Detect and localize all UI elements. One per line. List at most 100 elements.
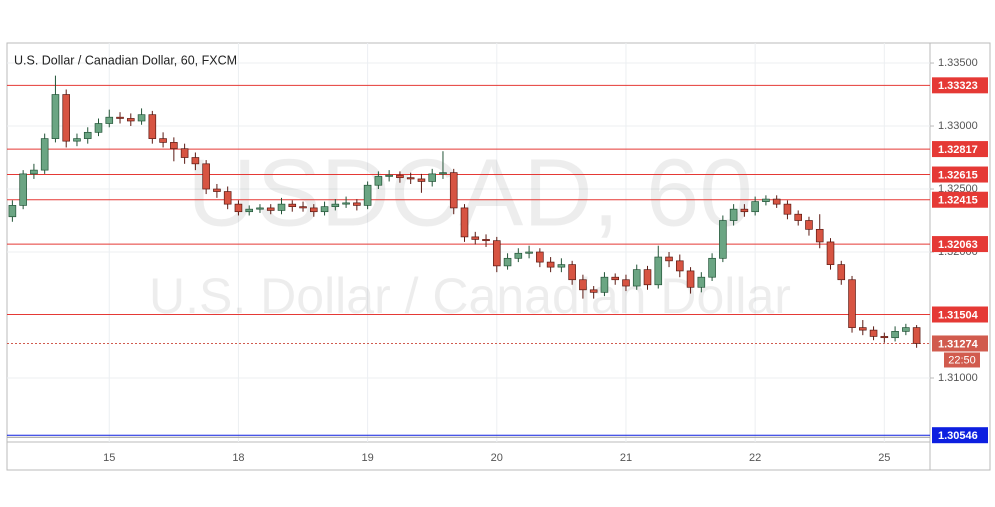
candle-body [557,264,566,268]
y-tick-label: 1.33500 [938,57,978,69]
candle-body [815,228,824,243]
candle-body [396,174,404,179]
candle-body [180,148,189,158]
candle-body [266,207,275,211]
candle-body [514,252,523,259]
candle-body [374,176,383,186]
watermark: USDCAD, 60 [187,139,753,246]
x-tick-label: 21 [620,452,632,464]
candle-body [600,276,609,293]
level-label: 1.30546 [938,430,978,442]
candles [8,75,921,348]
level-label: 1.32615 [938,169,978,181]
candle-body [675,260,684,272]
candle-body [223,191,232,205]
candle-body [708,257,716,278]
candle-body [170,142,178,150]
candle-body [503,257,512,267]
level-label: 1.31504 [938,309,979,321]
candle-body [665,256,673,262]
candle-body [880,336,889,339]
x-tick-label: 25 [878,452,890,464]
candle-body [837,264,846,281]
candle-body [536,251,544,263]
candle-body [202,163,210,190]
chart-title: U.S. Dollar / Canadian Dollar, 60, FXCM [14,53,237,67]
y-tick-label: 1.33000 [938,120,978,132]
candle-body [492,240,501,267]
candle-body [428,173,437,182]
level-label-box [932,166,988,183]
y-tick-label: 1.31000 [938,372,978,384]
candle-body [406,177,415,180]
candle-body [73,138,81,142]
grid [7,43,930,442]
candle-body [159,138,167,143]
candle-body [288,203,297,208]
level-label: 1.33323 [938,80,978,92]
last-price-label: 1.31274 [938,338,979,350]
candle-body [320,206,329,213]
candle-body [589,289,598,293]
countdown-box [944,352,980,368]
candle-body [213,188,221,192]
candle-body [848,279,856,328]
candle-body [105,116,114,124]
level-label-box [932,77,988,94]
level-label: 1.32817 [938,144,978,156]
candle-body [858,327,867,331]
candle-body [191,157,200,165]
candle-body [148,114,157,139]
countdown: 22:50 [948,354,976,366]
candle-body [751,201,759,213]
candle-body [891,331,899,339]
candle-body [449,172,458,209]
candle-body [482,239,490,242]
x-tick-label: 22 [749,452,761,464]
candle-body [353,202,361,206]
candle-body [611,276,620,281]
candle-body [643,269,652,286]
candle-body [902,327,910,332]
candle-body [83,131,92,139]
level-label-box [932,236,988,253]
candle-body [417,178,426,182]
candle-body [471,236,480,240]
candle-body [525,251,533,254]
candle-body [805,220,813,230]
level-label-box [932,306,988,323]
levels [7,84,930,438]
candle-body [772,198,781,205]
candle-body [30,169,38,175]
candle-body [385,174,393,177]
candle-body [729,208,738,221]
labels: 1.335001.330001.325001.320001.3100015181… [103,57,988,464]
level-label-box [932,427,988,444]
candle-body [19,173,27,206]
x-tick-label: 15 [103,452,115,464]
candle-body [697,276,706,288]
watermark-subtitle: U.S. Dollar / Canadian Dollar [149,268,791,324]
level-label-box [932,141,988,158]
candle-body [40,138,49,171]
candle-body [654,256,663,286]
level-label-box [932,191,988,208]
x-tick-label: 18 [232,452,244,464]
candle-body [762,198,770,202]
candle-body [51,94,60,139]
candle-body [116,116,124,119]
candle-body [794,213,803,221]
candle-body [8,205,17,218]
candle-body [342,202,350,205]
candle-body [579,279,587,291]
candle-body [568,264,576,281]
candle-body [363,184,372,206]
candle-body [686,270,695,288]
candle-body [460,207,469,238]
candle-body [912,327,921,344]
candle-body [331,203,340,208]
candle-body [632,269,641,287]
candle-body [277,203,286,211]
candle-body [622,279,630,287]
